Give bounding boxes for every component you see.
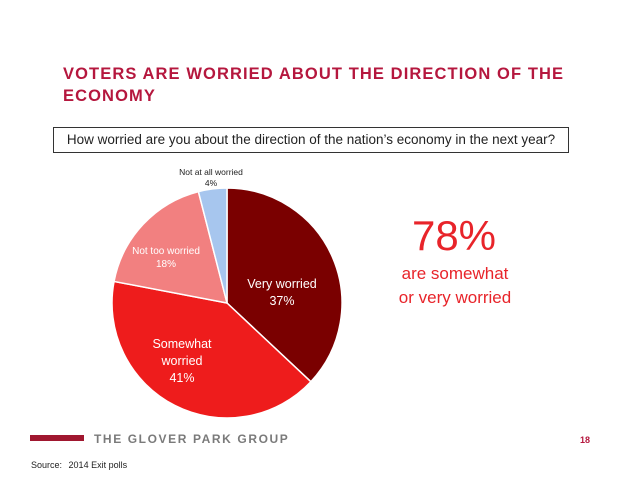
- pie-label-line: 37%: [269, 294, 294, 308]
- source-label: Source:: [31, 460, 63, 470]
- footer-accent-bar: [30, 435, 84, 441]
- question-box: How worried are you about the direction …: [53, 127, 569, 153]
- pie-label-not-too-worried: Not too worried 18%: [132, 246, 200, 270]
- pie-slice-very-worried: [226, 187, 343, 383]
- pie-label-not-at-all-worried: Not at all worried 4%: [179, 167, 243, 188]
- callout-line: are somewhat: [401, 264, 509, 283]
- pie-label-line: Not at all worried: [179, 167, 243, 177]
- slide-title-line: ECONOMY: [63, 87, 156, 105]
- page-number: 18: [579, 435, 590, 445]
- callout-line: or very worried: [398, 288, 512, 307]
- pie-label-line: Very worried: [247, 277, 317, 291]
- brand-logo-text: THE GLOVER PARK GROUP: [94, 432, 290, 446]
- pie-label-line: 41%: [169, 371, 194, 385]
- pie-label-line: 4%: [205, 178, 218, 188]
- callout-percentage: 78%: [411, 212, 497, 259]
- slide-title: VOTERS ARE WORRIED ABOUT THE DIRECTION O…: [63, 63, 603, 107]
- pie-label-line: 18%: [156, 259, 176, 270]
- pie-slice-somewhat-worried: [111, 280, 312, 419]
- pie-slice-not-at-all-worried: [197, 187, 228, 304]
- pie-slice-not-too-worried: [113, 190, 229, 304]
- slide-title-line: VOTERS ARE WORRIED ABOUT THE DIRECTION O…: [63, 65, 565, 83]
- pie-label-line: Not too worried: [132, 246, 200, 257]
- pie-label-line: worried: [161, 354, 203, 368]
- pie-label-very-worried: Very worried 37%: [247, 277, 317, 308]
- pie-label-somewhat-worried: Somewhat worried 41%: [152, 337, 212, 385]
- pie-label-line: Somewhat: [152, 337, 212, 351]
- source-note: Source: 2014 Exit polls: [31, 460, 127, 470]
- callout-text: are somewhat or very worried: [370, 262, 540, 310]
- source-value: 2014 Exit polls: [68, 460, 128, 470]
